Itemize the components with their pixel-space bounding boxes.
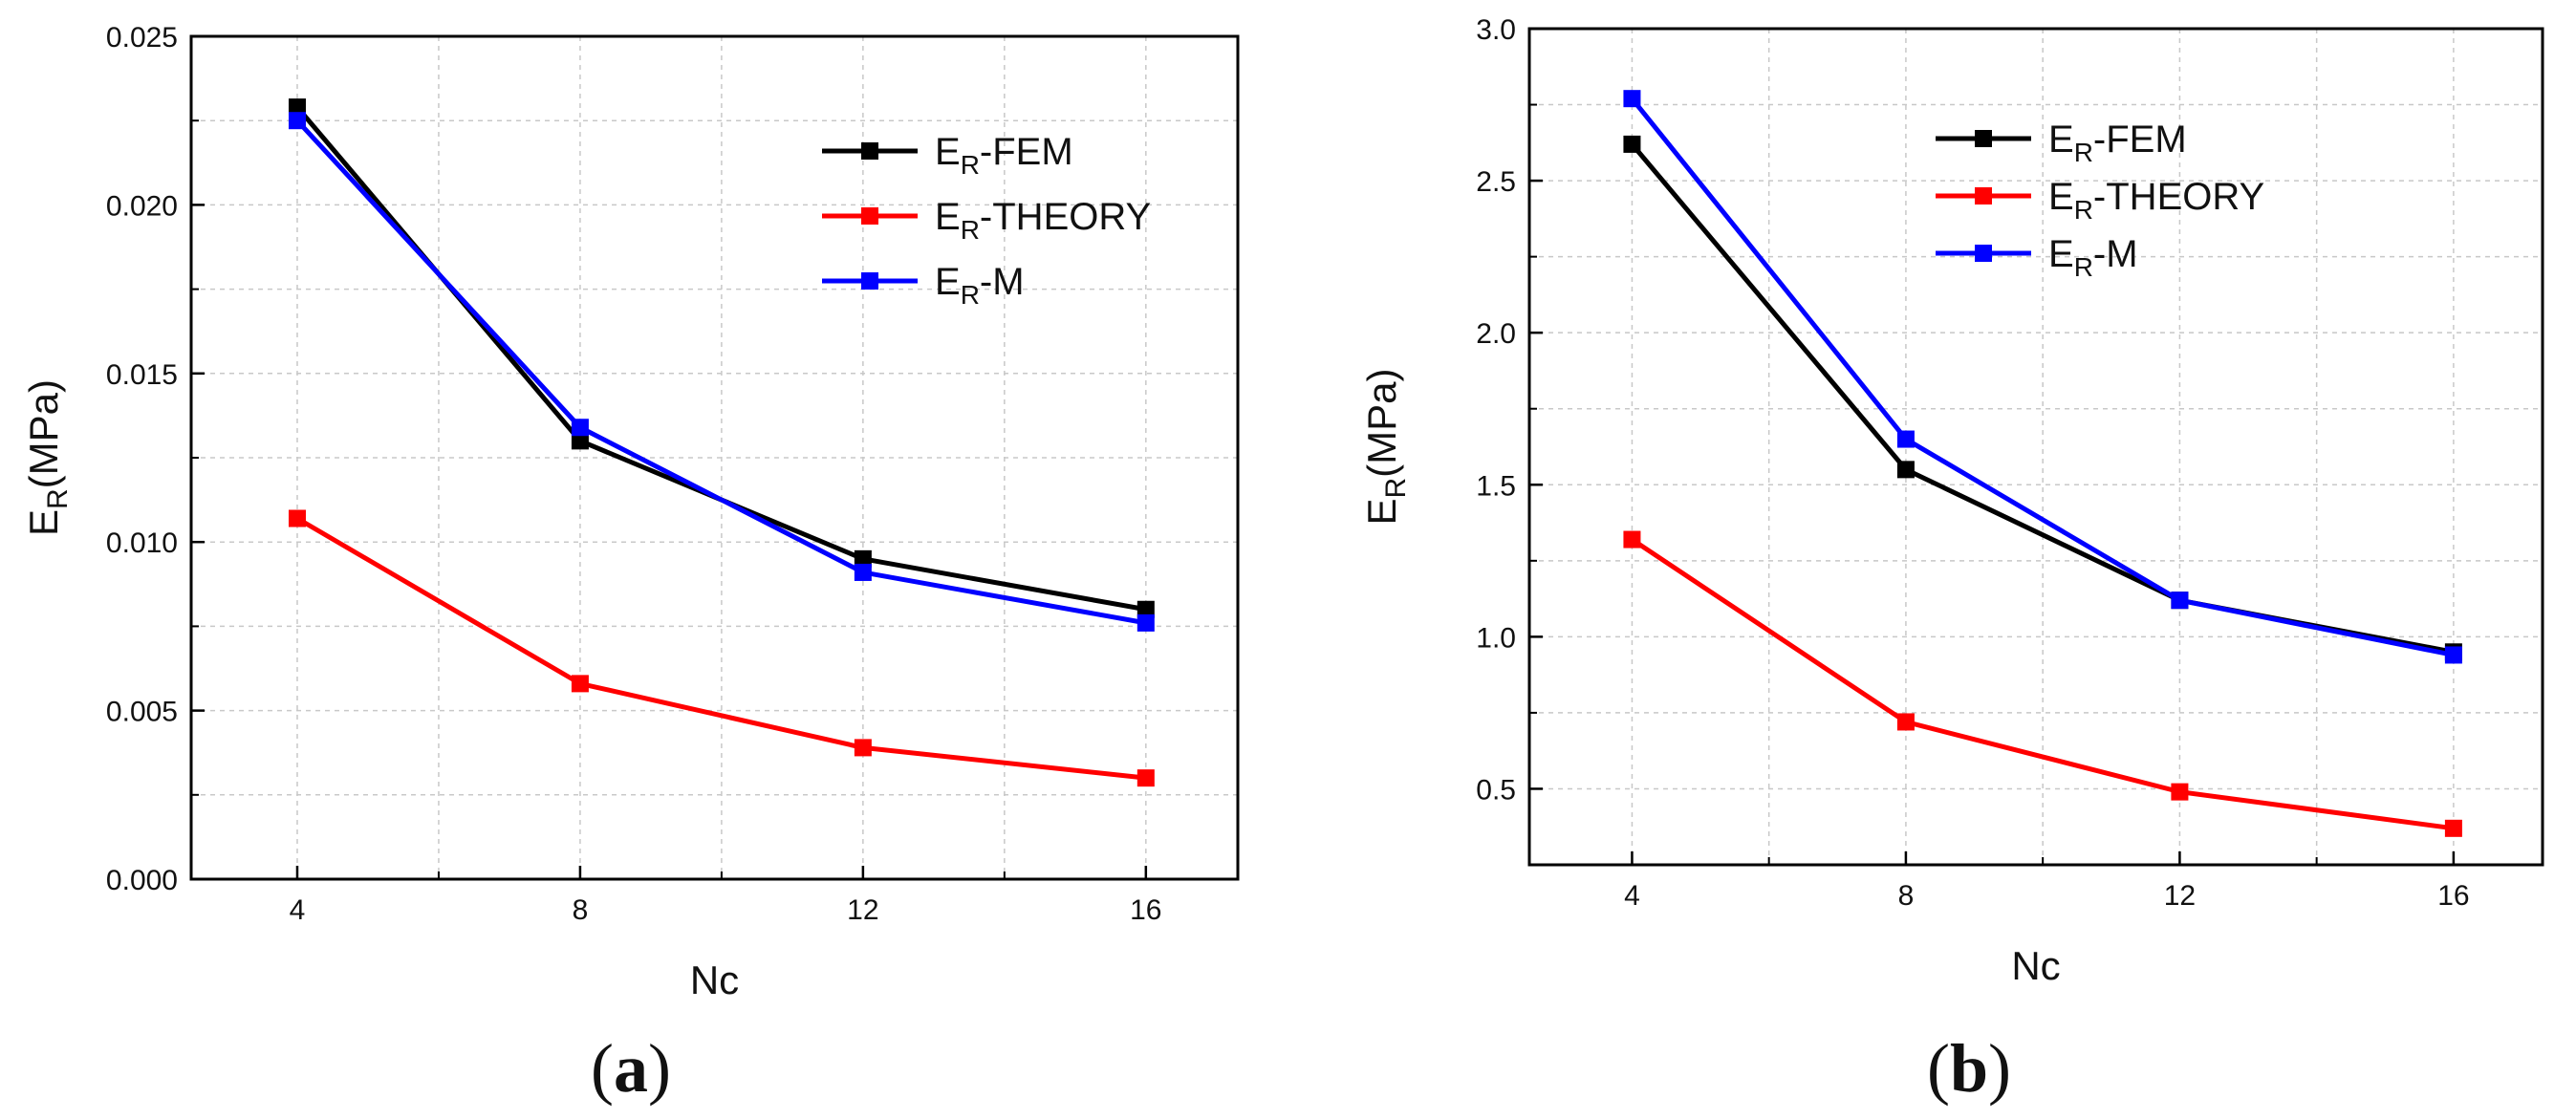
- legend-swatch-marker: [1975, 187, 1992, 204]
- y-axis-label: ER(MPa): [21, 379, 74, 536]
- data-point: [288, 509, 306, 527]
- series-theory: [288, 509, 1155, 787]
- data-point: [571, 675, 589, 693]
- y-tick-label: 0.010: [106, 527, 178, 559]
- data-point: [854, 549, 872, 568]
- legend-item: ER-FEM: [1936, 118, 2187, 167]
- data-point: [1623, 90, 1641, 108]
- plot-frame: [1527, 27, 2544, 867]
- x-tick-label: 16: [1130, 894, 1161, 926]
- x-tick-label: 4: [290, 894, 306, 926]
- data-point: [1623, 135, 1641, 153]
- legend-label: ER-M: [935, 261, 1025, 310]
- data-point: [2171, 783, 2189, 801]
- y-tick-label: 0.020: [106, 190, 178, 222]
- legend-swatch-marker: [861, 272, 878, 290]
- series-line: [295, 118, 1147, 626]
- series-theory: [1623, 530, 2462, 837]
- y-tick-label: 2.0: [1476, 318, 1516, 350]
- legend-item: ER-THEORY: [1936, 176, 2264, 225]
- legend-swatch-marker: [861, 207, 878, 225]
- gridlines: [191, 36, 1238, 879]
- legend-item: ER-THEORY: [822, 196, 1151, 245]
- series-m: [1623, 90, 2462, 664]
- legend-label: ER-FEM: [935, 131, 1073, 180]
- legend-swatch-marker: [861, 142, 878, 160]
- data-point: [854, 563, 872, 581]
- y-tick-label: 0.015: [106, 359, 178, 391]
- y-tick-label: 0.025: [106, 22, 178, 54]
- panel-label-b: (b): [1927, 1030, 2011, 1107]
- x-axis-label: Nc: [690, 958, 739, 1002]
- data-point: [2171, 592, 2189, 610]
- y-tick-label: 0.5: [1476, 774, 1516, 806]
- data-point: [1896, 461, 1915, 479]
- data-point: [571, 419, 589, 437]
- x-tick-label: 12: [847, 894, 878, 926]
- data-point: [1136, 600, 1155, 618]
- series-line: [1630, 97, 2455, 657]
- panel-label-a: (a): [591, 1030, 671, 1107]
- data-point: [288, 112, 306, 130]
- data-point: [1136, 769, 1155, 787]
- y-tick-label: 1.5: [1476, 470, 1516, 502]
- data-point: [1896, 713, 1915, 731]
- y-tick-label: 2.5: [1476, 166, 1516, 198]
- y-tick-label: 3.0: [1476, 14, 1516, 46]
- series-line: [295, 516, 1147, 781]
- data-point: [1896, 430, 1915, 448]
- series-fem: [288, 98, 1155, 618]
- x-tick-label: 4: [1624, 880, 1640, 912]
- x-tick-label: 8: [1898, 880, 1915, 912]
- data-point: [1136, 613, 1155, 632]
- x-tick-label: 8: [573, 894, 589, 926]
- legend: ER-FEM ER-THEORY ER-M: [822, 131, 1151, 310]
- legend-swatch-marker: [1975, 245, 1992, 262]
- series-line: [1631, 537, 2455, 831]
- chart-panel-a: 4 8 12 16 0.000 0.005 0.010 0.015 0.020 0.025 Nc ER…: [21, 22, 1240, 1002]
- legend-label: ER-THEORY: [935, 196, 1151, 245]
- series-m: [288, 112, 1155, 632]
- legend-label: ER-FEM: [2048, 118, 2187, 167]
- y-tick-label: 0.005: [106, 697, 178, 728]
- y-tick-label: 1.0: [1476, 622, 1516, 654]
- data-point: [288, 98, 306, 117]
- legend-item: ER-M: [1936, 233, 2138, 282]
- data-point: [2444, 646, 2462, 664]
- legend-swatch-marker: [1975, 130, 1992, 147]
- y-tick-label: 0.000: [106, 865, 178, 896]
- legend-item: ER-FEM: [822, 131, 1073, 180]
- y-axis-label: ER(MPa): [1359, 368, 1412, 525]
- chart-panel-b: 4 8 12 160.51.01.52.02.53.0NcER(MPa)ER-FEME…: [1359, 14, 2544, 988]
- x-tick-label: 12: [2164, 880, 2196, 912]
- legend-item: ER-M: [822, 261, 1025, 310]
- data-point: [854, 739, 872, 757]
- data-point: [2444, 819, 2462, 837]
- data-point: [571, 432, 589, 450]
- legend-label: ER-M: [2048, 233, 2138, 282]
- x-axis-label: Nc: [2011, 943, 2060, 988]
- legend: ER-FEM ER-THEORY ER-M: [1936, 118, 2264, 282]
- legend-label: ER-THEORY: [2048, 176, 2264, 225]
- gridlines: [1529, 29, 2543, 865]
- data-point: [1623, 530, 1641, 549]
- x-tick-label: 16: [2437, 880, 2469, 912]
